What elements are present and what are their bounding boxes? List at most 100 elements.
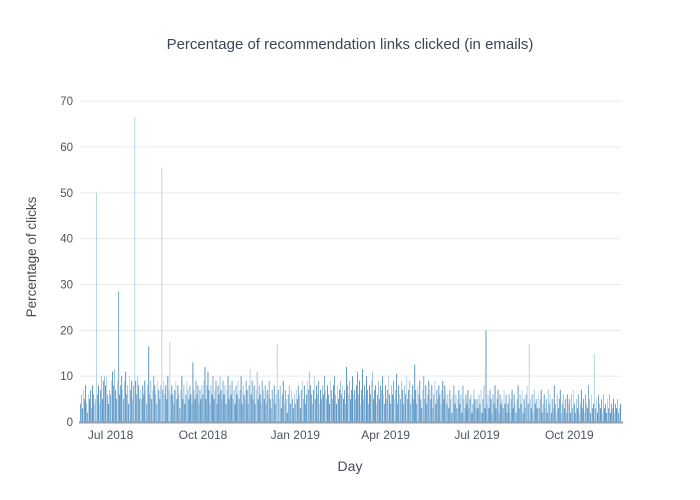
bar[interactable] xyxy=(394,399,396,422)
bar[interactable] xyxy=(262,389,264,422)
bar[interactable] xyxy=(373,399,375,422)
bar[interactable] xyxy=(172,394,174,423)
bar[interactable] xyxy=(605,403,606,422)
bar[interactable] xyxy=(224,385,226,422)
bar[interactable] xyxy=(165,385,167,422)
bar[interactable] xyxy=(471,412,473,422)
bar[interactable] xyxy=(174,389,176,422)
bar[interactable] xyxy=(549,394,551,423)
bar[interactable] xyxy=(276,344,278,422)
bar[interactable] xyxy=(381,389,383,422)
bar[interactable] xyxy=(164,394,166,423)
bar[interactable] xyxy=(589,412,591,422)
bar[interactable] xyxy=(426,403,428,422)
bar[interactable] xyxy=(183,385,185,422)
bar[interactable] xyxy=(207,371,209,422)
bar[interactable] xyxy=(169,341,171,422)
bar[interactable] xyxy=(485,330,487,422)
bar[interactable] xyxy=(87,412,88,422)
bar[interactable] xyxy=(125,371,127,422)
bar[interactable] xyxy=(483,385,485,422)
bar[interactable] xyxy=(365,394,366,423)
bar[interactable] xyxy=(464,408,466,422)
bar[interactable] xyxy=(374,389,376,422)
bar[interactable] xyxy=(386,399,388,422)
bar[interactable] xyxy=(422,389,424,422)
bar[interactable] xyxy=(500,403,502,422)
bar[interactable] xyxy=(196,394,198,423)
bar[interactable] xyxy=(119,394,121,423)
bar[interactable] xyxy=(531,394,533,423)
bar[interactable] xyxy=(310,394,312,423)
bar[interactable] xyxy=(326,385,328,422)
bar[interactable] xyxy=(510,399,512,422)
bar[interactable] xyxy=(372,371,374,422)
bar[interactable] xyxy=(140,389,142,422)
bar[interactable] xyxy=(545,399,547,422)
bar[interactable] xyxy=(301,380,303,422)
bar[interactable] xyxy=(448,408,450,422)
bar[interactable] xyxy=(348,394,349,423)
bar[interactable] xyxy=(240,376,242,422)
bar[interactable] xyxy=(478,394,480,423)
bar[interactable] xyxy=(193,389,195,422)
bar[interactable] xyxy=(425,385,427,422)
bar[interactable] xyxy=(502,408,504,422)
bar[interactable] xyxy=(201,385,203,422)
bar[interactable] xyxy=(378,380,380,422)
bar[interactable] xyxy=(579,403,581,422)
bar[interactable] xyxy=(537,394,539,423)
bar[interactable] xyxy=(206,385,208,422)
bar[interactable] xyxy=(512,408,514,422)
bar[interactable] xyxy=(586,408,588,422)
bar[interactable] xyxy=(203,380,205,422)
bar[interactable] xyxy=(278,399,280,422)
bar[interactable] xyxy=(410,403,412,422)
bar[interactable] xyxy=(541,412,543,422)
bar[interactable] xyxy=(538,408,540,422)
bar[interactable] xyxy=(100,389,101,422)
bar[interactable] xyxy=(237,380,239,422)
bar[interactable] xyxy=(587,385,589,422)
bar[interactable] xyxy=(316,394,318,423)
bar[interactable] xyxy=(234,403,236,422)
bar[interactable] xyxy=(114,369,116,422)
bar[interactable] xyxy=(95,399,96,422)
bar[interactable] xyxy=(151,399,153,422)
bar[interactable] xyxy=(450,399,452,422)
bar[interactable] xyxy=(568,399,570,422)
bar[interactable] xyxy=(370,394,371,423)
bar[interactable] xyxy=(476,399,478,422)
bar[interactable] xyxy=(523,399,525,422)
bar[interactable] xyxy=(383,394,385,423)
bar[interactable] xyxy=(356,385,357,422)
bar[interactable] xyxy=(219,376,221,422)
bar[interactable] xyxy=(395,389,397,422)
bar[interactable] xyxy=(163,380,165,422)
bar[interactable] xyxy=(83,389,84,422)
bar[interactable] xyxy=(182,399,184,422)
bar[interactable] xyxy=(283,403,285,422)
bar[interactable] xyxy=(155,394,157,423)
bar[interactable] xyxy=(361,389,362,422)
bar[interactable] xyxy=(387,389,389,422)
bar[interactable] xyxy=(423,376,425,422)
bar[interactable] xyxy=(265,403,267,422)
bar[interactable] xyxy=(110,394,112,423)
bar[interactable] xyxy=(619,408,620,422)
bar[interactable] xyxy=(360,403,361,422)
bar[interactable] xyxy=(400,399,402,422)
bar[interactable] xyxy=(106,376,108,422)
bar[interactable] xyxy=(204,367,206,422)
bar[interactable] xyxy=(198,403,200,422)
bar[interactable] xyxy=(210,385,212,422)
bar[interactable] xyxy=(274,403,276,422)
bar[interactable] xyxy=(557,408,559,422)
bar[interactable] xyxy=(456,408,458,422)
bar[interactable] xyxy=(452,394,454,423)
bar[interactable] xyxy=(377,394,379,423)
bar[interactable] xyxy=(123,399,125,422)
bar[interactable] xyxy=(459,403,461,422)
bar[interactable] xyxy=(482,399,484,422)
bar[interactable] xyxy=(314,399,316,422)
